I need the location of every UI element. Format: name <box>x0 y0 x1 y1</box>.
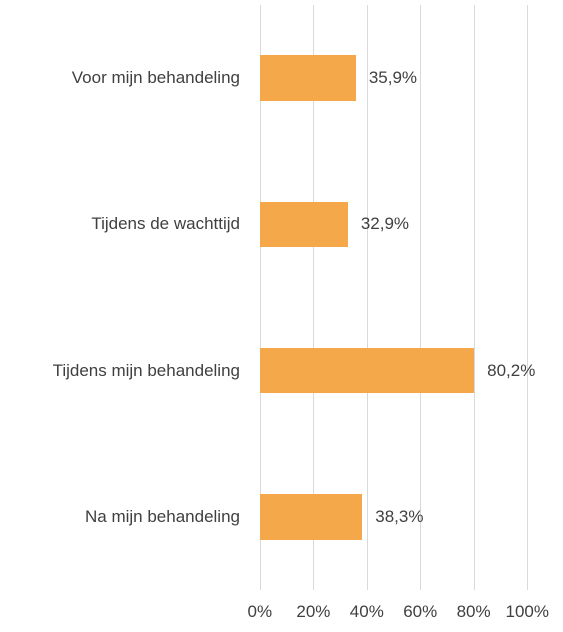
y-tick-label: Tijdens mijn behandeling <box>52 360 240 380</box>
grid-line <box>260 5 261 590</box>
x-tick-label: 40% <box>349 602 384 621</box>
y-tick-label: Na mijn behandeling <box>85 506 240 526</box>
x-tick-label: 20% <box>296 602 331 621</box>
grid-line <box>366 5 368 590</box>
y-tick-label: Voor mijn behandeling <box>71 68 240 88</box>
bar <box>260 201 348 248</box>
category-label-box: Voor mijn behandeling <box>8 67 240 89</box>
grid-line <box>313 5 315 590</box>
data-label: 38,3% <box>375 506 424 526</box>
data-label: 80,2% <box>487 360 536 380</box>
x-tick-label: 80% <box>456 602 491 621</box>
data-label: 35,9% <box>368 68 418 88</box>
x-tick-label: 60% <box>403 602 438 621</box>
category-label-box: Na mijn behandeling <box>8 506 240 528</box>
x-tick-label: 0% <box>247 602 273 621</box>
bar <box>260 494 363 540</box>
bar <box>260 55 356 101</box>
grid-line <box>473 5 475 590</box>
category-label-box: Tijdens de wachttijd <box>8 213 240 235</box>
grid-line <box>527 5 528 590</box>
data-label: 32,9% <box>360 214 410 234</box>
y-tick-label: Tijdens de wachttijd <box>91 214 240 234</box>
category-label-box: Tijdens mijn behandeling <box>8 360 240 382</box>
x-tick-label: 100% <box>505 602 549 621</box>
bar <box>260 347 475 394</box>
grid-line <box>420 5 422 590</box>
